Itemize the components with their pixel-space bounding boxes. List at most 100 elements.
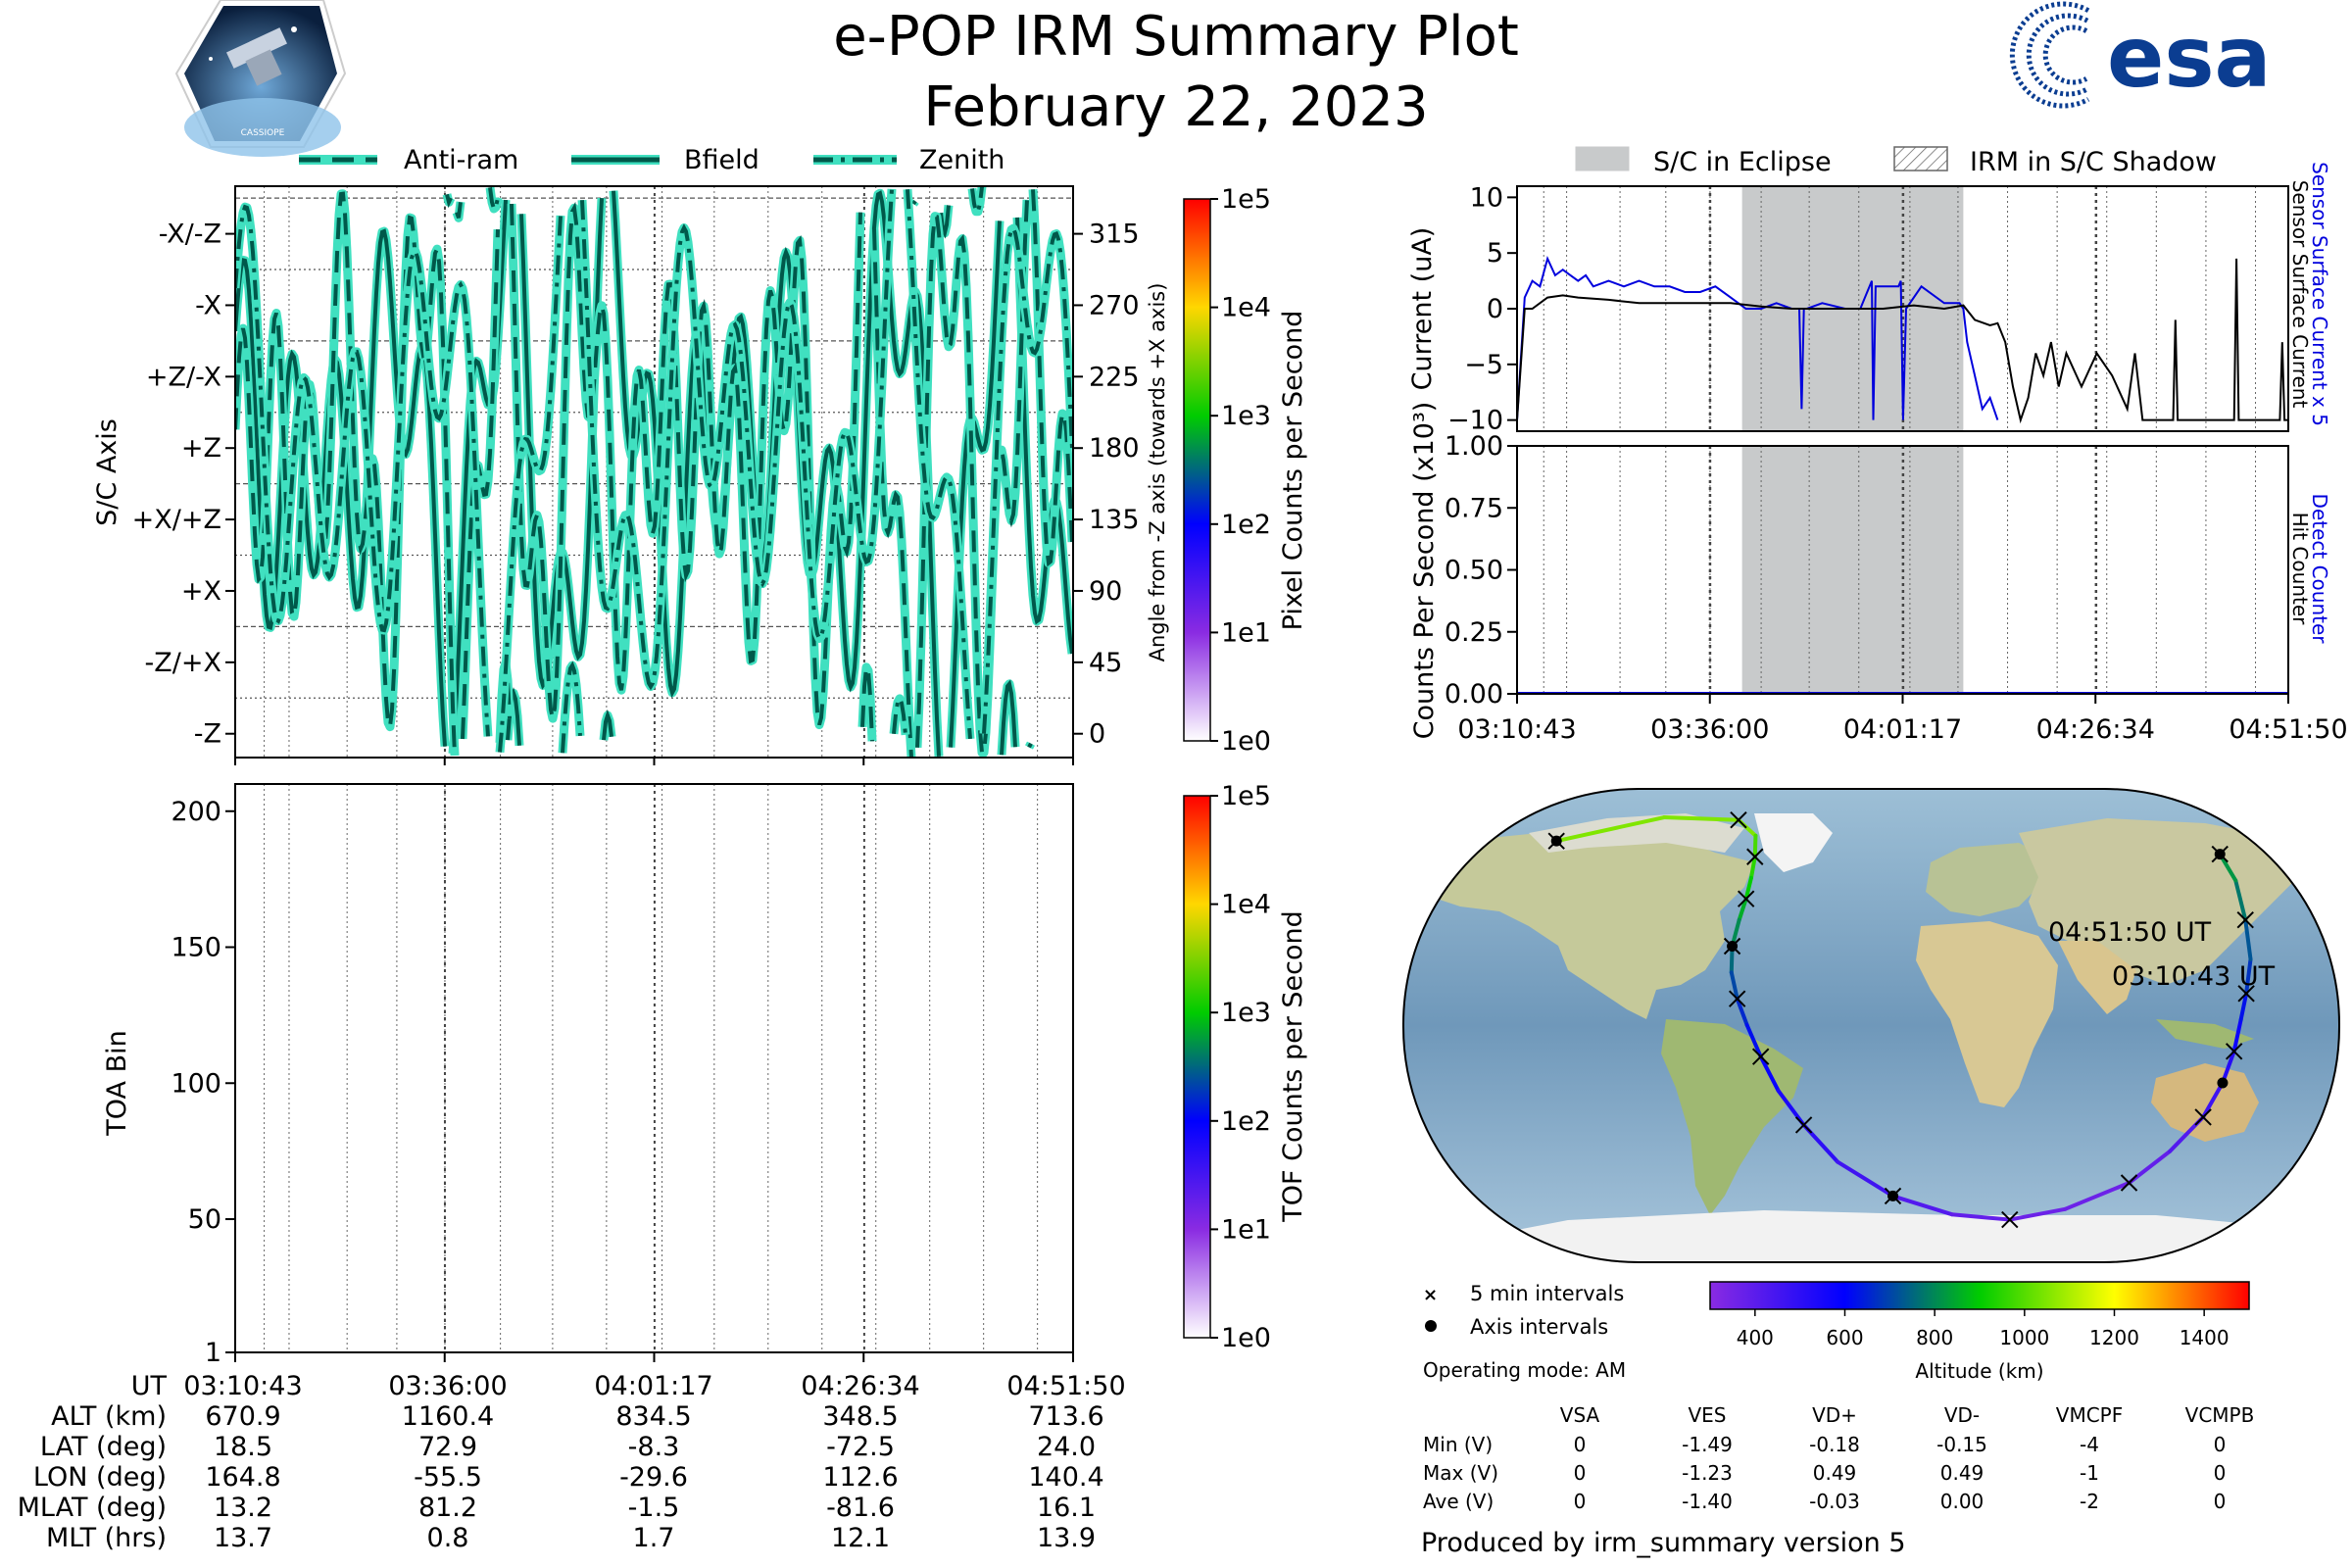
colorbar-tick-label: 1e2 bbox=[1221, 1106, 1271, 1137]
voltage-header: VD+ bbox=[1812, 1403, 1857, 1427]
counts-panel: 1.00 0.75 0.50 0.25 0.00 03:10:43 03:36:00 04:0… bbox=[1409, 402, 2348, 745]
orbit-info-table: UT 03:10:43 03:36:00 04:01:17 04:26:34 04:51:… bbox=[18, 1371, 1126, 1553]
voltage-header: VES bbox=[1688, 1403, 1726, 1427]
toa-tick-label: 1 bbox=[205, 1338, 221, 1368]
australia bbox=[2151, 1063, 2259, 1142]
orbit-segment bbox=[1752, 833, 1758, 859]
sc-axis-category-label: +X bbox=[181, 576, 221, 607]
page-title: e-POP IRM Summary Plot bbox=[833, 5, 1519, 69]
info-cell: 81.2 bbox=[418, 1493, 477, 1523]
voltage-row-label: Min (V) bbox=[1423, 1433, 1493, 1456]
altitude-tick-label: 400 bbox=[1737, 1326, 1774, 1349]
info-cell: 112.6 bbox=[822, 1462, 898, 1493]
current-tick-label: 10 bbox=[1470, 182, 1503, 213]
orbit-segment bbox=[2220, 1049, 2236, 1086]
sc-axis-angle-label: 180 bbox=[1089, 433, 1140, 464]
info-cell: -1.5 bbox=[628, 1493, 680, 1523]
altitude-colorbar: 400 600 800 1000 1200 1400 Altitude (km) bbox=[1709, 1281, 2250, 1383]
legend-label-axis: Axis intervals bbox=[1470, 1315, 1608, 1339]
voltage-row-label: Ave (V) bbox=[1423, 1490, 1494, 1513]
counts-x-tick-label: 03:36:00 bbox=[1650, 714, 1769, 745]
orbit-end-label: 04:51:50 UT bbox=[2048, 917, 2212, 948]
info-row-label: MLAT (deg) bbox=[18, 1493, 167, 1523]
orbit-track bbox=[1547, 810, 2255, 1229]
current-panel: 10 5 0 −5 −10 Current (uA) Sensor Surface Cu… bbox=[1407, 162, 2331, 436]
info-cell: -29.6 bbox=[619, 1462, 688, 1493]
current-right-label-blue: Sensor Surface Current x 5 bbox=[2308, 162, 2331, 426]
altitude-tick-label: 1400 bbox=[2180, 1326, 2230, 1349]
toa-tick-label: 200 bbox=[171, 797, 221, 827]
operating-mode: Operating mode: AM bbox=[1423, 1358, 1626, 1382]
info-cell: 713.6 bbox=[1028, 1401, 1103, 1432]
tof-colorbar: 1e5 1e4 1e3 1e2 1e1 1e0 TOF Counts per Second bbox=[1183, 781, 1308, 1353]
orbit-segment bbox=[1554, 815, 1667, 844]
five-min-marker bbox=[1746, 848, 1764, 865]
voltage-header: VMCPF bbox=[2056, 1403, 2123, 1427]
five-min-marker bbox=[2194, 1108, 2212, 1126]
info-cell: 04:01:17 bbox=[594, 1371, 712, 1401]
info-cell: 18.5 bbox=[214, 1432, 272, 1462]
toa-tick-label: 50 bbox=[188, 1204, 221, 1235]
voltage-cell: -2 bbox=[2080, 1490, 2099, 1513]
voltage-cell: 0 bbox=[2214, 1461, 2227, 1485]
continents bbox=[1421, 813, 2332, 1262]
orbit-map: 04:51:50 UT 03:10:43 UT bbox=[1402, 788, 2340, 1263]
current-series bbox=[1517, 255, 2288, 424]
five-min-marker bbox=[2225, 1043, 2243, 1060]
voltage-table: VSA VES VD+ VD- VMCPF VCMPB Min (V) 0 -1.49 -0.18… bbox=[1423, 1403, 2254, 1513]
toa-ylabel: TOA Bin bbox=[102, 1030, 132, 1136]
orbit-segment bbox=[2007, 1206, 2068, 1222]
orbit-segment bbox=[1890, 1194, 1954, 1217]
colorbar-tick-label: 1e2 bbox=[1221, 510, 1271, 540]
axis-interval-marker bbox=[1727, 941, 1739, 952]
canada-arctic bbox=[1529, 813, 1744, 853]
sc-axis-angle-label: 315 bbox=[1089, 220, 1140, 250]
sc-axis-left-ticks: -X/-Z -X +Z/-X +Z +X/+Z +X -Z/+X -Z bbox=[132, 220, 1074, 765]
esa-logo-text: esa bbox=[2107, 9, 2272, 107]
info-cell: 1.7 bbox=[633, 1523, 675, 1553]
five-min-marker bbox=[2001, 1210, 2019, 1229]
info-row-label: LAT (deg) bbox=[40, 1432, 167, 1462]
sc-axis-category-label: -Z bbox=[194, 719, 221, 750]
info-row-label: UT bbox=[131, 1371, 168, 1401]
sc-axis-panel: -X/-Z -X +Z/-X +Z +X/+Z +X -Z/+X -Z 315 270 225 18… bbox=[92, 185, 1169, 765]
sc-axis-angle-label: 0 bbox=[1089, 719, 1105, 750]
axis-interval-marker bbox=[2217, 1077, 2229, 1089]
current-tick-label: −5 bbox=[1464, 350, 1503, 380]
colorbar-tick-label: 1e4 bbox=[1221, 293, 1271, 323]
eclipse-swatch bbox=[1575, 146, 1630, 172]
colorbar-tick-label: 1e0 bbox=[1221, 1323, 1271, 1353]
axis-interval-marker bbox=[2214, 849, 2226, 860]
voltage-cell: -1.49 bbox=[1682, 1433, 1733, 1456]
legend-item-bfield: Bfield bbox=[571, 145, 760, 175]
voltage-cell: -0.03 bbox=[1809, 1490, 1860, 1513]
current-line bbox=[1517, 258, 2288, 424]
info-cell: -81.6 bbox=[826, 1493, 895, 1523]
colorbar-tick-label: 1e0 bbox=[1221, 726, 1271, 757]
orbit-segment bbox=[2244, 956, 2253, 996]
colorbar-tick-label: 1e5 bbox=[1221, 184, 1271, 215]
voltage-cell: -1.40 bbox=[1682, 1490, 1733, 1513]
europe bbox=[1926, 843, 2048, 916]
sc-axis-category-label: +X/+Z bbox=[132, 505, 221, 535]
altitude-tick-label: 1200 bbox=[2089, 1326, 2139, 1349]
voltage-cell: -4 bbox=[2080, 1433, 2099, 1456]
dot-marker-icon bbox=[1425, 1320, 1437, 1332]
orbit-segment bbox=[1662, 815, 1740, 822]
altitude-tick-label: 600 bbox=[1826, 1326, 1863, 1349]
info-cell: 72.9 bbox=[418, 1432, 477, 1462]
colorbar-tick-label: 1e4 bbox=[1221, 890, 1271, 920]
voltage-row-label: Max (V) bbox=[1423, 1461, 1498, 1485]
info-cell: 13.7 bbox=[214, 1523, 272, 1553]
map-legend: × 5 min intervals Axis intervals Operati… bbox=[1423, 1282, 1626, 1382]
counts-right-label-black: Hit Counter bbox=[2288, 513, 2312, 625]
current-tick-label: 5 bbox=[1487, 238, 1503, 269]
info-cell: 834.5 bbox=[615, 1401, 691, 1432]
orbit-segment bbox=[1748, 855, 1757, 880]
counts-tick-label: 0.25 bbox=[1445, 617, 1503, 648]
altitude-tick-label: 1000 bbox=[1999, 1326, 2049, 1349]
sc-axis-angle-label: 225 bbox=[1089, 362, 1140, 392]
five-min-marker bbox=[1730, 810, 1747, 829]
legend-item-zenith: Zenith bbox=[813, 145, 1004, 175]
